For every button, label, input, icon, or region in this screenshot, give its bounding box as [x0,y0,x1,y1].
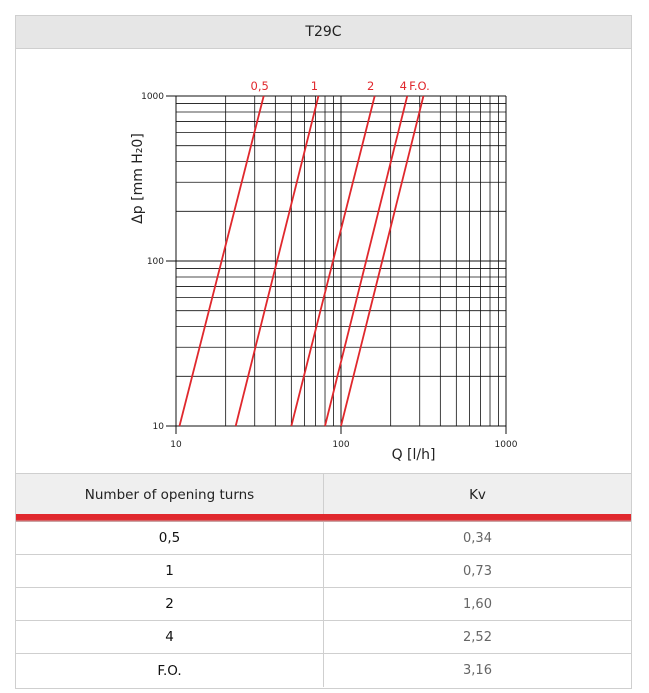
y-tick-label: 1000 [141,92,164,102]
turns-cell: F.O. [157,662,182,679]
table-row: 2 1,60 [16,588,631,621]
x-tick-label: 10 [170,440,182,450]
series-line [178,95,265,427]
kv-cell: 0,73 [323,555,631,587]
table-row: 1 0,73 [16,555,631,588]
turns-cell: 2 [165,596,174,612]
kv-cell: 2,52 [323,621,631,653]
series-label: F.O. [409,79,430,93]
pressure-flow-chart: 10 100 1000 10 100 1000 Q [l/h] Δp [mm H₂0] 0,5 1… [130,79,518,463]
turns-cell: 0,5 [158,530,181,546]
series-line [340,95,425,427]
kv-cell: 0,34 [323,522,631,554]
chart-area: 10 100 1000 10 100 1000 Q [l/h] Δp [mm H₂0] 0,5 1… [16,49,631,473]
series-label: 1 [311,79,318,93]
y-tick-label: 100 [147,257,164,267]
header-divider [16,514,631,522]
series-label: 2 [367,79,374,93]
kv-cell: 3,16 [323,654,631,687]
x-axis-label: Q [l/h] [392,447,436,463]
turns-cell: 4 [165,629,174,645]
series-line [290,95,376,427]
kv-table: 0,5 0,34 1 0,73 2 1,60 4 2,52 F.O. 3,16 [16,522,631,687]
table-header: Number of opening turns Kv [16,473,631,515]
turns-cell: 1 [165,563,174,579]
x-tick-label: 1000 [495,440,518,450]
chart-panel: T29C 10 100 1000 10 100 1000 Q [l/h] Δp [mm H₂0… [15,15,632,689]
header-turns: Number of opening turns [84,486,255,503]
series-label: 4 [400,79,407,93]
header-kv: Kv [323,474,631,515]
panel-title: T29C [16,16,631,49]
x-tick-label: 100 [332,440,349,450]
table-row: F.O. 3,16 [16,654,631,687]
series-line [234,95,320,427]
series-label: 0,5 [251,79,269,93]
table-row: 4 2,52 [16,621,631,654]
series-line [324,95,409,427]
table-row: 0,5 0,34 [16,522,631,555]
y-tick-label: 10 [153,422,165,432]
kv-cell: 1,60 [323,588,631,620]
y-axis-label: Δp [mm H₂0] [130,133,146,224]
